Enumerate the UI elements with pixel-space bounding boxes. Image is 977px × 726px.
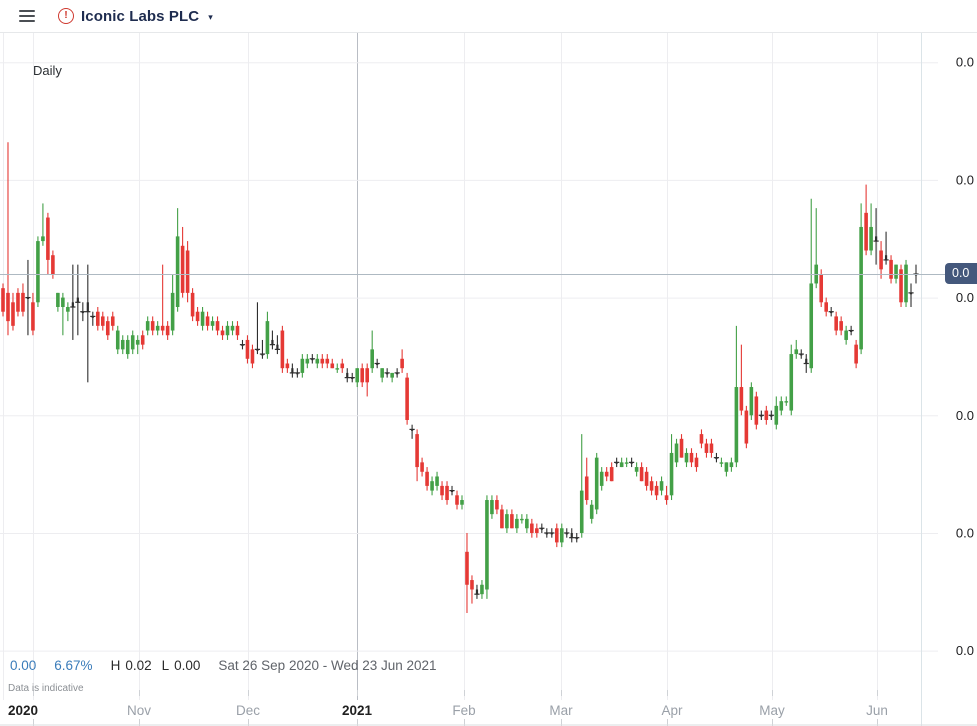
- svg-text:Dec: Dec: [236, 703, 260, 718]
- svg-text:May: May: [759, 703, 785, 718]
- svg-text:Jun: Jun: [866, 703, 888, 718]
- last-price: 0.00: [10, 658, 37, 673]
- svg-text:0.0: 0.0: [956, 643, 974, 658]
- hamburger-menu-icon[interactable]: [8, 0, 46, 33]
- top-bar: ! Iconic Labs PLC ▾: [0, 0, 977, 33]
- svg-text:Apr: Apr: [661, 703, 683, 718]
- instrument-selector[interactable]: ! Iconic Labs PLC ▾: [58, 8, 213, 25]
- svg-text:0.0: 0.0: [956, 290, 974, 305]
- x-axis-ticks: [0, 690, 977, 726]
- svg-text:0.0: 0.0: [956, 525, 974, 540]
- svg-text:2020: 2020: [8, 703, 38, 718]
- y-axis-labels: 0.0 0.0 0.0 0.0 0.0 0.0: [956, 55, 974, 658]
- svg-text:Mar: Mar: [549, 703, 573, 718]
- x-axis-labels: 2020 Nov Dec 2021 Feb Mar Apr May Jun: [8, 703, 888, 718]
- change-percent: 6.67%: [54, 658, 93, 673]
- svg-text:0.0: 0.0: [956, 408, 974, 423]
- high-value: 0.02: [125, 658, 152, 673]
- candlestick-series: [1, 142, 919, 614]
- chevron-down-icon: ▾: [208, 11, 213, 22]
- svg-text:0.0: 0.0: [956, 172, 974, 187]
- svg-text:Feb: Feb: [452, 703, 475, 718]
- low-label: L: [161, 658, 170, 673]
- low-value: 0.00: [174, 658, 201, 673]
- svg-text:0.0: 0.0: [956, 55, 974, 70]
- vertical-gridlines: [3, 33, 878, 700]
- date-range: Sat 26 Sep 2020 - Wed 23 Jun 2021: [218, 658, 437, 673]
- current-price-badge: 0.0: [945, 263, 977, 284]
- high-label: H: [110, 658, 121, 673]
- instrument-title: Iconic Labs PLC: [81, 7, 200, 25]
- quote-info-bar: 0.00 6.67% H 0.02 L 0.00 Sat 26 Sep 2020…: [10, 658, 437, 673]
- horizontal-gridlines: [0, 62, 938, 652]
- svg-text:Nov: Nov: [127, 703, 151, 718]
- svg-text:2021: 2021: [342, 703, 373, 718]
- data-indicative-note: Data is indicative: [8, 683, 84, 694]
- warning-icon: !: [58, 8, 74, 24]
- interval-label: Daily: [33, 63, 62, 78]
